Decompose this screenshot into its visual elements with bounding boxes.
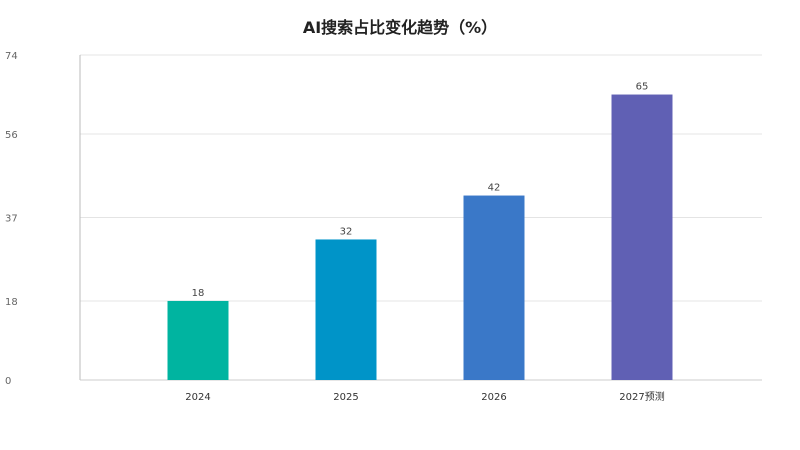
data-label: 32	[340, 226, 353, 237]
bar	[611, 94, 673, 380]
data-label: 42	[488, 183, 501, 194]
x-tick-label: 2027预测	[619, 390, 664, 403]
bar	[315, 239, 377, 380]
bar	[463, 195, 525, 380]
x-tick-label: 2026	[481, 392, 506, 403]
y-tick-label: 18	[5, 297, 18, 308]
chart-title: AI搜索占比变化趋势（%）	[302, 18, 498, 37]
y-tick-label: 56	[5, 130, 18, 141]
y-tick-label: 37	[5, 214, 18, 225]
x-tick-label: 2025	[333, 392, 358, 403]
data-label: 65	[636, 82, 649, 93]
data-label: 18	[192, 288, 205, 299]
y-tick-label: 74	[5, 51, 18, 62]
y-tick-label: 0	[5, 376, 11, 387]
bar	[167, 300, 229, 380]
x-tick-label: 2024	[185, 392, 210, 403]
